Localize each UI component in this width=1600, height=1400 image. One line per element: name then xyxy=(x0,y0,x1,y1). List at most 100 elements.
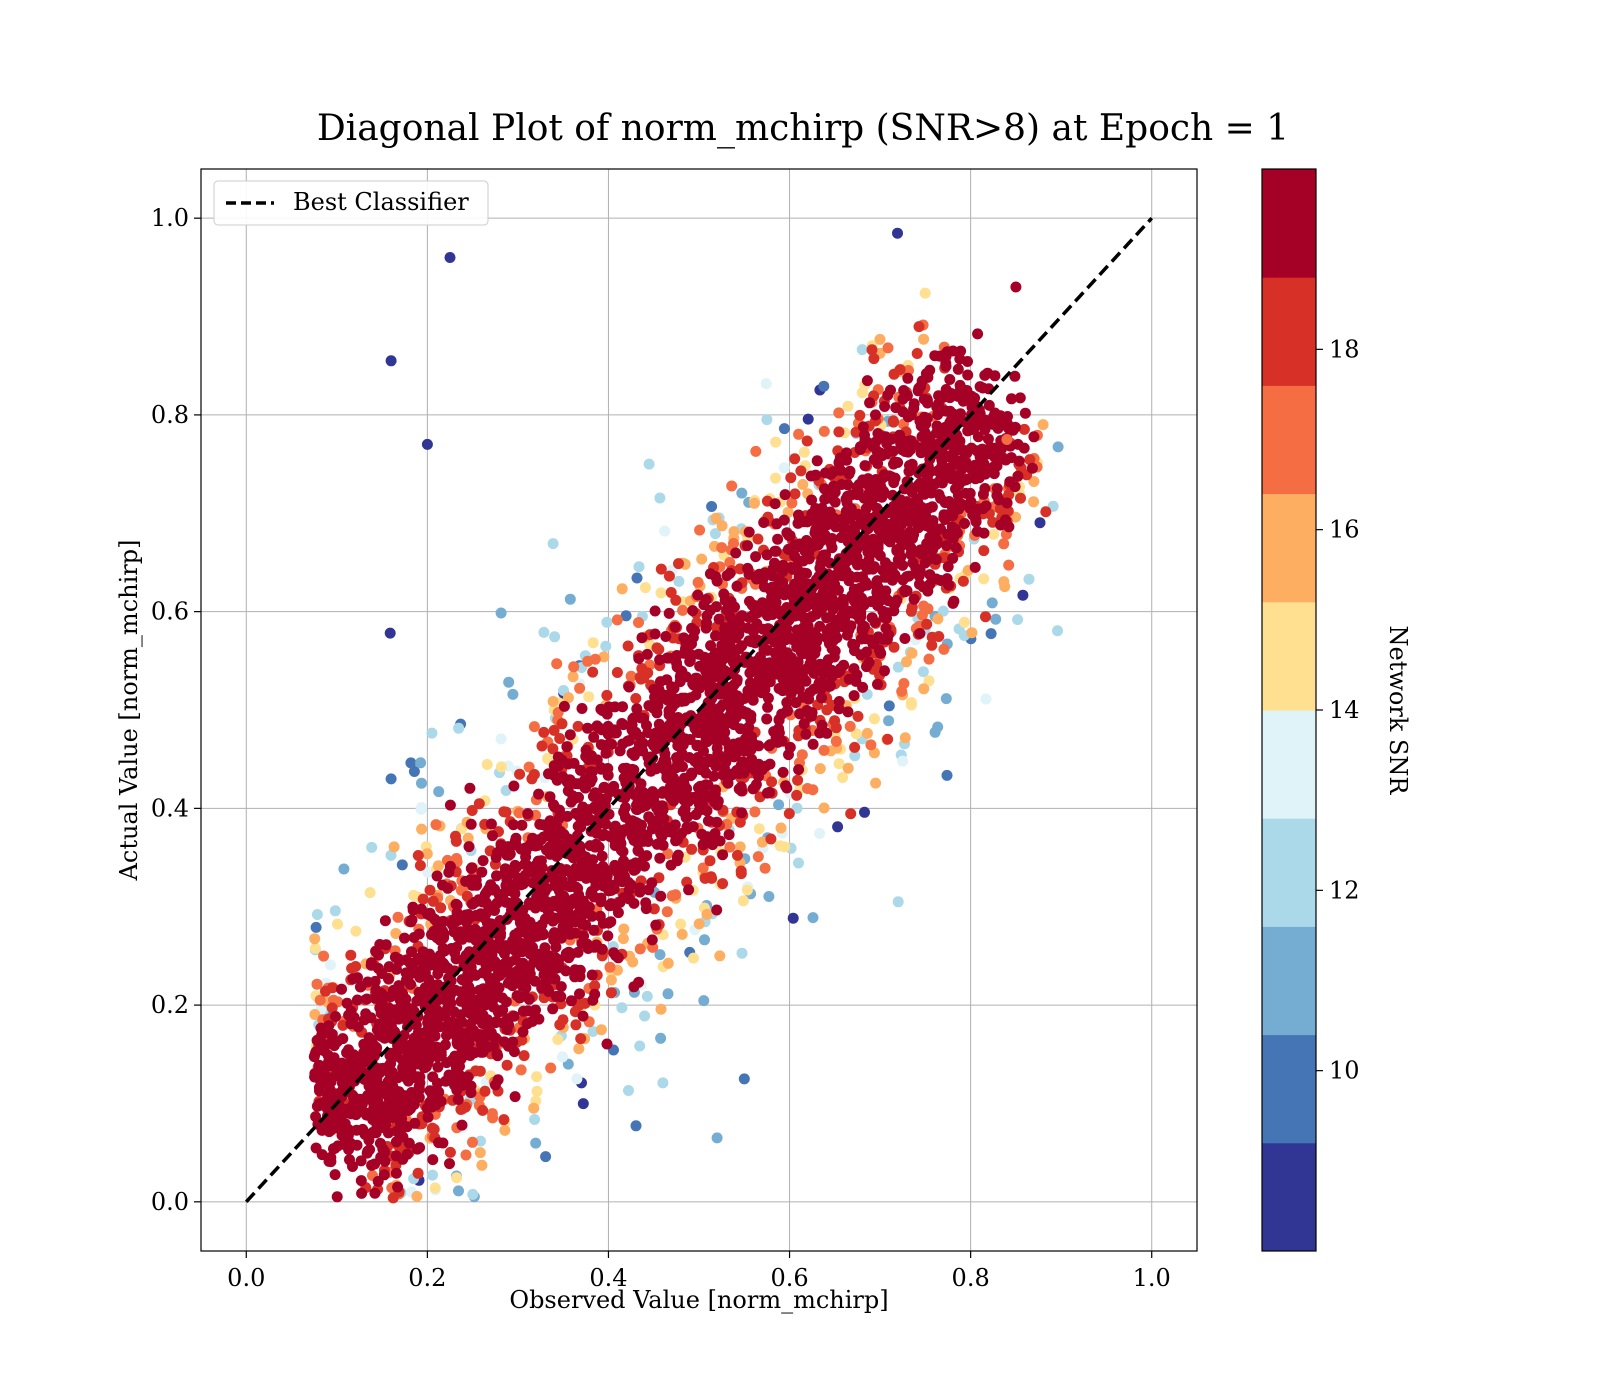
best-classifier-line xyxy=(244,216,1154,1204)
data-point xyxy=(906,647,918,659)
data-point xyxy=(462,909,474,920)
data-point xyxy=(542,983,554,995)
data-point xyxy=(618,858,630,870)
data-point xyxy=(823,624,835,636)
data-point xyxy=(655,827,667,839)
data-point xyxy=(805,710,817,722)
data-point xyxy=(473,798,485,810)
data-point xyxy=(940,360,952,372)
data-point xyxy=(461,991,473,1002)
data-point xyxy=(467,1188,479,1200)
data-point xyxy=(358,1038,370,1050)
data-point xyxy=(548,927,560,939)
data-point xyxy=(524,899,536,911)
data-point xyxy=(547,1003,559,1015)
data-point xyxy=(569,964,581,976)
data-point xyxy=(753,823,765,835)
data-point xyxy=(687,605,699,617)
data-point xyxy=(477,1104,489,1116)
data-point xyxy=(941,769,953,781)
data-point xyxy=(616,1002,628,1014)
data-point xyxy=(970,466,982,478)
data-point xyxy=(842,706,854,718)
data-point xyxy=(594,910,606,922)
data-point xyxy=(879,665,890,677)
data-point xyxy=(941,573,953,585)
data-point xyxy=(536,927,548,939)
data-point xyxy=(670,835,682,847)
data-point xyxy=(814,604,826,616)
data-point xyxy=(557,1014,569,1026)
data-point xyxy=(322,1049,334,1061)
data-point xyxy=(1010,511,1022,523)
data-point xyxy=(719,623,731,635)
data-point xyxy=(527,1015,538,1027)
data-point xyxy=(1034,517,1046,529)
data-point xyxy=(470,1065,482,1077)
data-point xyxy=(811,455,823,467)
data-point xyxy=(752,607,764,619)
data-point xyxy=(710,512,722,524)
data-point xyxy=(741,884,753,896)
data-point xyxy=(461,890,473,902)
data-point xyxy=(437,879,448,891)
data-point xyxy=(510,966,522,978)
data-point xyxy=(650,743,662,755)
data-point xyxy=(748,497,760,509)
x-axis-label: Observed Value [norm_mchirp] xyxy=(509,1286,888,1314)
data-point xyxy=(835,464,846,476)
data-point xyxy=(548,760,560,772)
data-point xyxy=(673,575,685,587)
data-point xyxy=(595,1024,607,1036)
data-point xyxy=(651,694,663,706)
data-point xyxy=(677,604,689,616)
data-point xyxy=(1003,521,1015,533)
data-point xyxy=(691,726,703,738)
data-point xyxy=(907,557,919,569)
data-point xyxy=(941,540,953,552)
data-point xyxy=(556,828,567,840)
data-point xyxy=(685,692,697,704)
data-point xyxy=(716,718,728,730)
data-point xyxy=(735,868,747,880)
data-point xyxy=(1018,423,1030,435)
data-point xyxy=(388,841,400,853)
data-point xyxy=(534,818,546,830)
legend-label-best-classifier: Best Classifier xyxy=(293,188,469,216)
data-point xyxy=(862,493,873,505)
data-point xyxy=(625,670,637,682)
data-point xyxy=(332,1140,344,1152)
data-point xyxy=(775,822,787,834)
data-point xyxy=(918,683,930,695)
data-point xyxy=(439,1039,451,1051)
data-point xyxy=(826,671,838,682)
data-point xyxy=(385,849,397,861)
data-point xyxy=(864,397,876,409)
data-point xyxy=(522,1005,534,1017)
data-point xyxy=(814,828,826,839)
colorbar-segment xyxy=(1262,169,1316,278)
data-point xyxy=(940,693,952,705)
data-point xyxy=(646,877,658,889)
data-point xyxy=(575,1033,587,1045)
data-point xyxy=(1023,573,1035,585)
data-point xyxy=(991,413,1003,425)
data-point xyxy=(923,653,935,665)
data-point xyxy=(959,518,970,529)
data-point xyxy=(364,887,376,899)
data-point xyxy=(845,808,857,820)
data-point xyxy=(414,860,426,871)
data-point xyxy=(900,504,912,516)
data-point xyxy=(477,999,489,1010)
data-point xyxy=(700,594,712,605)
data-point xyxy=(777,766,789,778)
data-point xyxy=(978,545,990,557)
data-point xyxy=(466,805,478,816)
data-point xyxy=(371,1073,383,1085)
data-point xyxy=(920,440,932,452)
data-point xyxy=(411,1143,423,1155)
data-point xyxy=(514,768,526,780)
data-point xyxy=(1040,506,1052,518)
data-point xyxy=(905,697,917,709)
data-point xyxy=(462,832,474,844)
